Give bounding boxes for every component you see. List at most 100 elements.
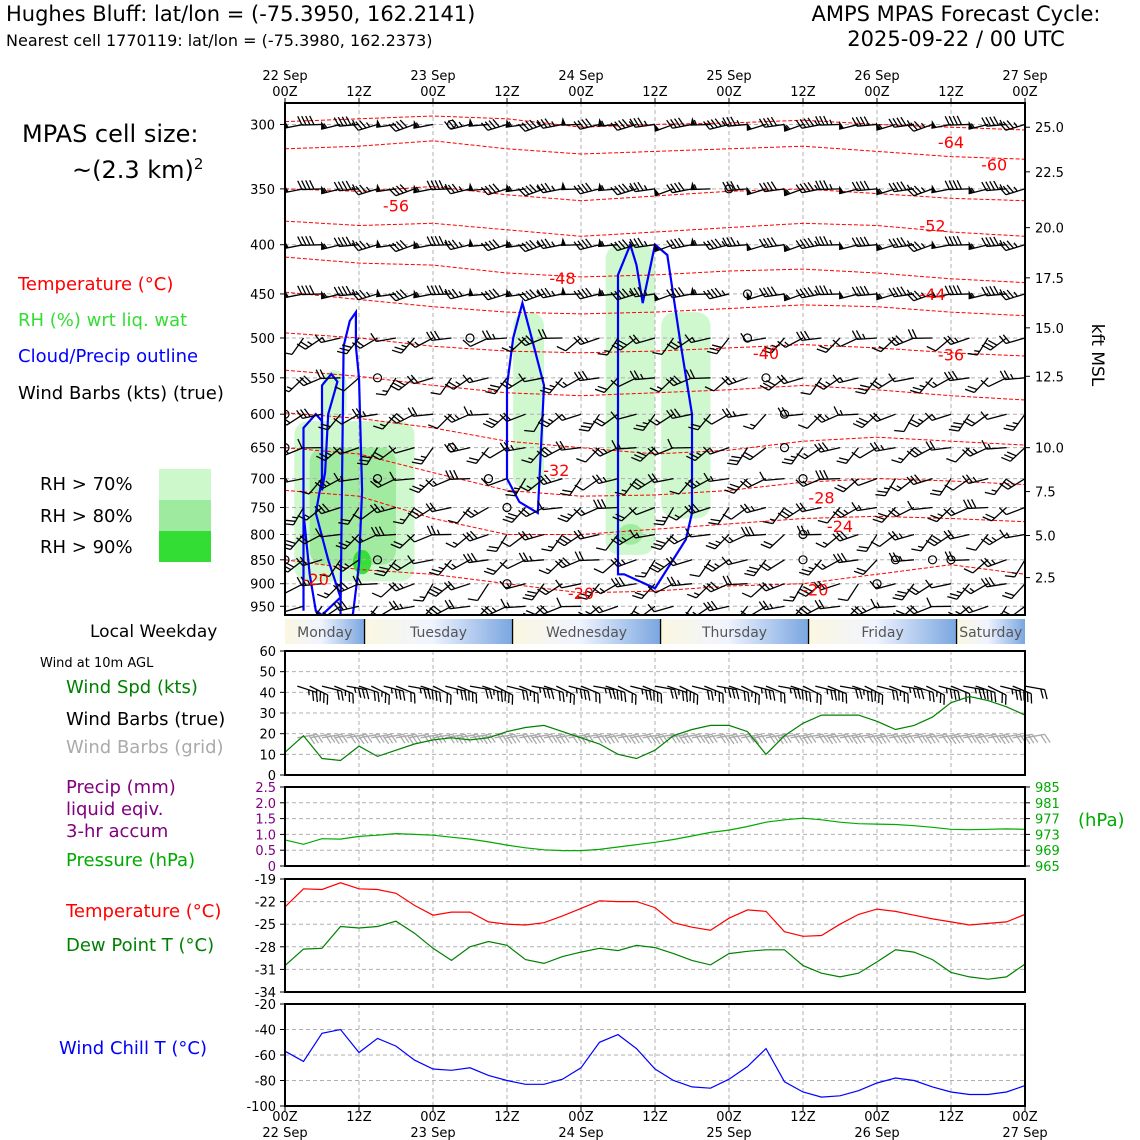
true-wind-barb-full <box>764 688 768 699</box>
wind-barb-staff <box>717 507 730 525</box>
true-wind-barb-half <box>344 690 347 697</box>
wind-barb-full <box>573 530 581 540</box>
wind-barb <box>560 181 582 191</box>
wind-barb <box>374 559 397 577</box>
wind-barb-full <box>910 419 921 425</box>
wind-barb <box>851 605 878 615</box>
wind-barb-full <box>632 594 642 600</box>
wind-barb <box>851 180 878 192</box>
wind-barb-full <box>425 479 434 487</box>
wind-barb-full <box>621 288 630 297</box>
wind-barb <box>815 285 841 296</box>
true-wind-barb-full <box>758 694 760 705</box>
wind-barb-half <box>691 336 696 342</box>
wind-barb-full <box>573 336 582 345</box>
wind-barb-full <box>823 180 829 190</box>
true-wind-barb <box>580 685 601 704</box>
wind-barb-staff <box>636 506 656 516</box>
wind-barb-flag <box>376 119 382 128</box>
weekday-label: Monday <box>297 625 352 641</box>
wind-barb-full <box>428 571 439 576</box>
wind-barb <box>851 285 878 297</box>
calm-circle <box>285 409 290 419</box>
y-tick-label: 30 <box>259 707 276 722</box>
wind-barb-full <box>770 116 778 126</box>
wind-barb-half <box>286 386 293 390</box>
wind-barb-full <box>759 564 768 571</box>
wind-barb-half <box>601 240 605 247</box>
wind-barb-full <box>488 417 499 423</box>
wind-barb <box>999 529 1025 539</box>
wind-barb <box>832 337 859 348</box>
true-wind-barb-full <box>546 688 551 699</box>
wind10m-label: Wind at 10m AGL <box>40 656 154 671</box>
true-wind-barb-staff <box>753 685 774 692</box>
wind-barb-full <box>443 582 452 591</box>
wind-barb <box>285 605 304 613</box>
wind-barb-flag <box>931 289 937 298</box>
wind-barb-full <box>285 387 290 393</box>
bottom-hour-label: 12Z <box>346 1110 372 1125</box>
wind-barb-full <box>621 118 630 128</box>
rh-swatch-70 <box>159 469 211 500</box>
wind-barb-full <box>961 605 970 614</box>
wind-barb-half <box>974 349 980 353</box>
wind-barb-half <box>362 411 367 417</box>
wind-barb <box>875 242 896 252</box>
wind-barb-full <box>993 180 1000 190</box>
wind-barb-staff <box>987 413 1007 420</box>
wind-barb-full <box>430 236 437 246</box>
wind-barb-full <box>854 606 863 614</box>
wind-barb <box>851 501 878 512</box>
wind-barb-staff <box>431 293 452 296</box>
pressure-tick-label: 985 <box>1035 781 1060 796</box>
wind-barb-half <box>969 587 975 593</box>
wind-barb <box>703 600 730 612</box>
wind-barb-full <box>340 581 349 590</box>
wind-barb-full <box>635 424 646 428</box>
wind-barb-flag <box>783 123 789 132</box>
wind-barb-full <box>581 183 589 193</box>
true-wind-barb-full <box>903 692 906 702</box>
wind-barb-full <box>388 445 396 454</box>
wind-barb-half <box>643 184 648 191</box>
wind-barb-staff <box>990 337 1007 351</box>
wind-barb <box>560 237 582 247</box>
true-wind-barb <box>519 685 539 704</box>
true-wind-barb-full <box>587 690 591 701</box>
wind-barb-half <box>880 444 885 451</box>
wind-barb-full <box>966 418 976 425</box>
wind-barb-staff <box>809 377 823 395</box>
wind-barb-full <box>910 122 918 131</box>
wind-barb-full <box>851 451 861 459</box>
wind-barb-full <box>438 235 445 246</box>
wind-barb-half <box>551 241 556 247</box>
true-wind-barb-full <box>645 689 649 700</box>
wind-barb-half <box>643 290 648 296</box>
top-hour-label: 00Z <box>568 85 594 100</box>
wind-barb <box>352 575 378 586</box>
wind-barb-staff <box>840 337 859 348</box>
wind-barb-full <box>803 182 811 192</box>
true-wind-barb-half <box>419 688 422 694</box>
wind-barb-full <box>285 566 289 573</box>
wind-barb-full <box>444 383 454 390</box>
true-wind-barb-full <box>348 692 351 702</box>
true-wind-barb-full <box>558 691 561 701</box>
wind-barb-full <box>591 605 600 614</box>
true-wind-barb <box>469 685 493 700</box>
bottom-hour-label: 12Z <box>938 1110 964 1125</box>
wind-barb-full <box>703 121 711 130</box>
wind-barb <box>875 478 897 497</box>
wind-barb-full <box>431 568 442 573</box>
wind-barb <box>838 290 859 300</box>
wind-barb-full <box>666 119 673 129</box>
wind-barb-half <box>491 607 497 612</box>
true-wind-barb-half <box>974 688 977 694</box>
isotherm--32 <box>285 412 1025 455</box>
wind-barb-full <box>655 561 665 568</box>
true-wind-barb-full <box>550 689 555 700</box>
wind-barb-full <box>910 586 920 593</box>
wind-barb-full <box>521 459 532 464</box>
wind-barb-staff <box>768 377 785 391</box>
